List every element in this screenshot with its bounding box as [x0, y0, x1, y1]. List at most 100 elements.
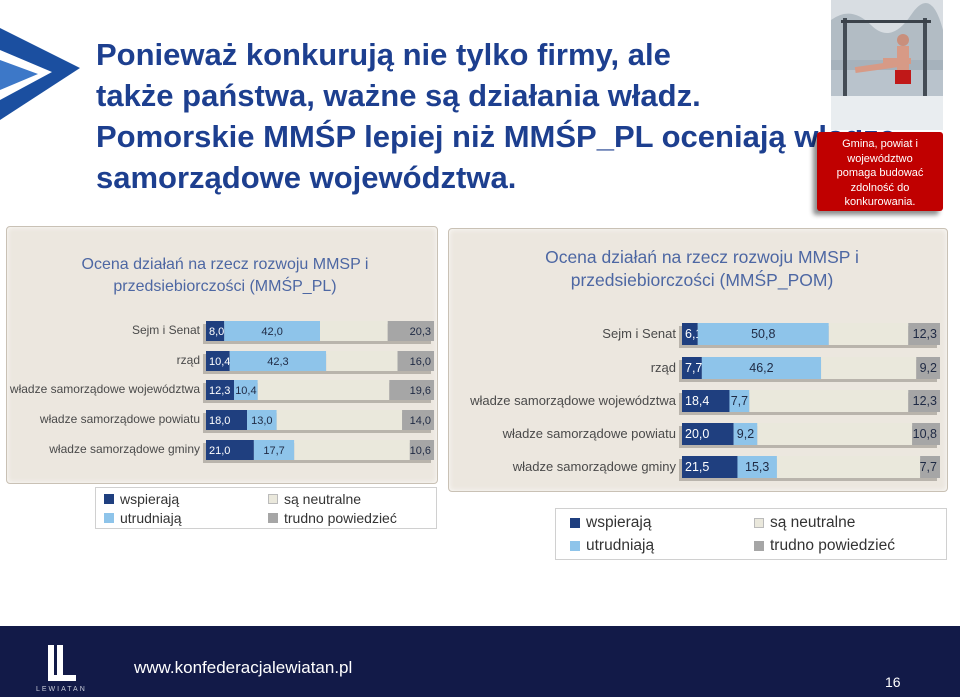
category-label: władze samorządowe województwa: [9, 382, 200, 396]
legend-label: utrudniają: [120, 510, 182, 526]
legend-right: wspierają utrudniają są neutralne trudno…: [555, 508, 947, 560]
bar-segment-są-neutralne: [749, 390, 909, 412]
note-line: Gmina, powiat i: [842, 138, 918, 150]
data-label: 21,5: [685, 460, 709, 474]
data-label: 18,0: [209, 415, 230, 427]
bar-segment-utrudniają: [697, 323, 829, 345]
footer-brand: LEWIATAN: [36, 686, 87, 693]
title-line-3: Pomorskie MMŚP lepiej niż MMŚP_PL ocenia…: [96, 119, 896, 154]
bar-segment-trudno-powiedzieć: [387, 321, 434, 341]
bar-segment-wspierają: [206, 351, 230, 371]
footer-url-link[interactable]: www.konfederacjalewiatan.pl: [134, 658, 353, 677]
data-label: 18,4: [685, 394, 709, 408]
legend-label: trudno powiedzieć: [284, 510, 397, 526]
data-label: 10,4: [235, 385, 256, 397]
bar-segment-są-neutralne: [276, 410, 403, 430]
bar-segment-są-neutralne: [320, 321, 388, 341]
data-label: 7,7: [920, 460, 937, 474]
title-line-2: także państwa, ważne są działania władz.: [96, 78, 701, 113]
bar-segment-utrudniają: [729, 390, 750, 412]
bar-segment-są-neutralne: [257, 380, 390, 400]
bar-segment-trudno-powiedzieć: [389, 380, 434, 400]
legend-item: wspierają: [570, 514, 651, 532]
bar-segment-wspierają: [682, 357, 702, 379]
legend-label: są neutralne: [770, 514, 856, 531]
legend-label: utrudniają: [586, 537, 655, 554]
data-label: 20,3: [410, 326, 431, 338]
legend-label: trudno powiedzieć: [770, 537, 895, 554]
data-label: 9,2: [737, 427, 754, 441]
category-label: władze samorządowe gminy: [49, 442, 200, 456]
bar-segment-utrudniają: [229, 351, 327, 371]
legend-left: wspierają utrudniają są neutralne trudno…: [95, 487, 437, 529]
category-label: władze samorządowe województwa: [470, 393, 676, 408]
data-label: 42,0: [261, 326, 282, 338]
data-label: 10,8: [913, 427, 937, 441]
category-label: władze samorządowe powiatu: [39, 412, 200, 426]
legend-swatch: [570, 541, 580, 551]
data-label: 21,0: [209, 445, 230, 457]
data-label: 7,7: [731, 394, 748, 408]
bar-segment-trudno-powiedzieć: [409, 440, 434, 460]
bar-segment-utrudniają: [737, 456, 777, 478]
bar-segment-trudno-powiedzieć: [920, 456, 940, 478]
bar-segment-wspierają: [206, 321, 225, 341]
legend-item: wspierają: [104, 491, 179, 507]
legend-swatch: [754, 518, 764, 528]
bar-segment-trudno-powiedzieć: [397, 351, 434, 371]
bar-segment-trudno-powiedzieć: [916, 357, 940, 379]
data-label: 12,3: [913, 327, 937, 341]
bar-segment-wspierają: [206, 380, 235, 400]
bar-segment-wspierają: [682, 323, 698, 345]
data-label: 10,4: [209, 356, 230, 368]
legend-swatch: [570, 518, 580, 528]
bar-segment-trudno-powiedzieć: [402, 410, 434, 430]
bar-segment-są-neutralne: [757, 423, 913, 445]
legend-swatch: [268, 513, 278, 523]
bar-segment-utrudniają: [224, 321, 320, 341]
category-label: Sejm i Senat: [131, 323, 200, 337]
data-label: 7,7: [685, 361, 702, 375]
data-label: 10,6: [410, 445, 431, 457]
category-label: władze samorządowe gminy: [512, 459, 676, 474]
legend-swatch: [104, 513, 114, 523]
winter-exercise-photo: [831, 0, 943, 130]
note-line: konkurowania.: [844, 196, 916, 208]
note-line: województwo: [847, 152, 913, 165]
legend-item: są neutralne: [268, 491, 361, 507]
data-label: 13,0: [251, 415, 272, 427]
bar-segment-są-neutralne: [294, 440, 410, 460]
bar-segment-wspierają: [682, 456, 738, 478]
data-label: 50,8: [751, 327, 775, 341]
bar-segment-są-neutralne: [821, 357, 917, 379]
data-label: 17,7: [263, 445, 284, 457]
footer-bar: [0, 626, 960, 697]
title-line-4: samorządowe województwa.: [96, 160, 517, 195]
logo-icon: [0, 28, 80, 120]
bar-segment-utrudniają: [234, 380, 258, 400]
data-label: 12,3: [913, 394, 937, 408]
data-label: 16,0: [410, 356, 431, 368]
data-label: 20,0: [685, 427, 709, 441]
chart-title-left: Ocena działań na rzecz rozwoju MMSP i pr…: [81, 256, 369, 295]
data-label: 19,6: [410, 385, 431, 397]
legend-swatch: [268, 494, 278, 504]
lewiatan-logo-icon: [48, 645, 76, 681]
data-label: 9,2: [920, 361, 937, 375]
data-label: 15,3: [745, 460, 769, 474]
bar-segment-utrudniają: [253, 440, 295, 460]
legend-label: są neutralne: [284, 491, 362, 507]
bar-segment-trudno-powiedzieć: [908, 323, 940, 345]
category-label: rząd: [650, 360, 676, 375]
category-label: rząd: [176, 353, 200, 367]
bar-segment-utrudniają: [247, 410, 277, 430]
title-line-1: Ponieważ konkurują nie tylko firmy, ale: [96, 37, 671, 72]
legend-item: trudno powiedzieć: [268, 510, 397, 526]
data-label: 46,2: [749, 361, 773, 375]
bar-segment-trudno-powiedzieć: [912, 423, 940, 445]
category-label: władze samorządowe powiatu: [502, 426, 676, 441]
bar-segment-są-neutralne: [326, 351, 398, 371]
bar-segment-wspierają: [682, 390, 730, 412]
data-label: 14,0: [410, 415, 431, 427]
